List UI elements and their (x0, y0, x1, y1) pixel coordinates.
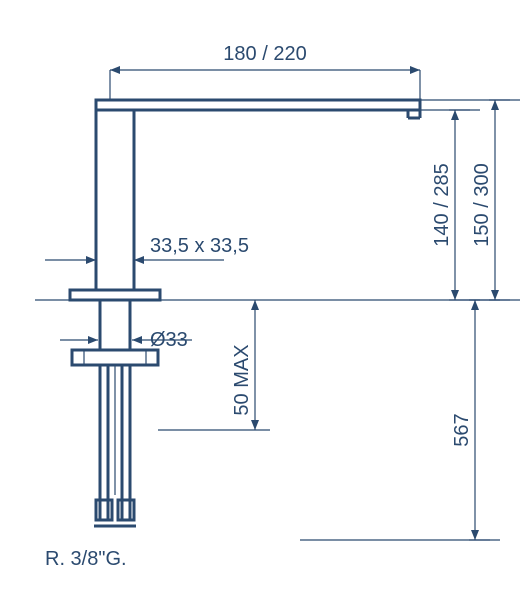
dim-deck-max: 50 MAX (231, 344, 253, 415)
dim-hole-dia: Ø33 (150, 329, 188, 351)
thread-callout: R. 3/8"G. (45, 548, 127, 570)
dim-spout-height-inner: 140 / 285 (431, 163, 453, 246)
dim-total-height: 567 (451, 413, 473, 446)
dim-body-square: 33,5 x 33,5 (150, 235, 249, 257)
dim-top-width: 180 / 220 (223, 43, 306, 65)
dim-spout-height-outer: 150 / 300 (471, 163, 493, 246)
